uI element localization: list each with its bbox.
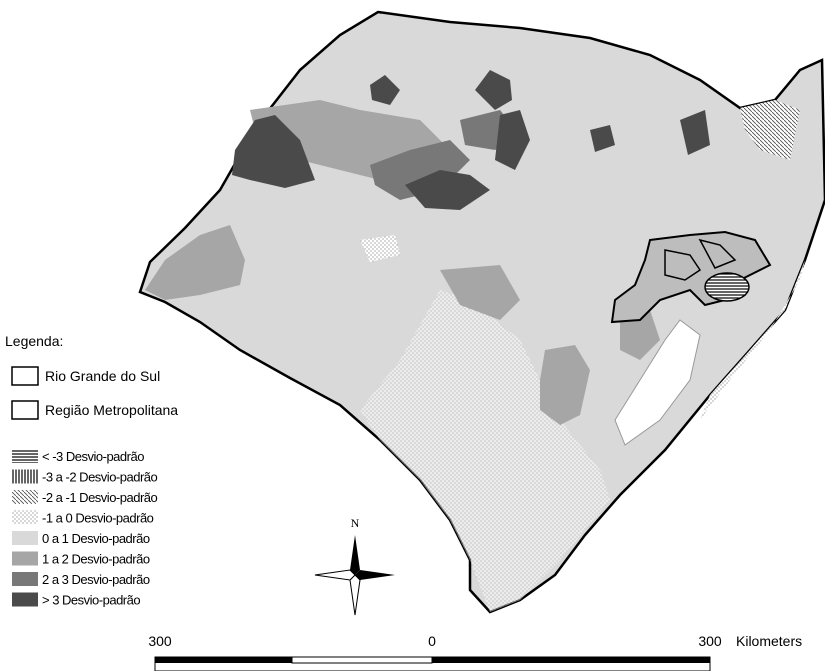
region-3 bbox=[495, 110, 530, 170]
legend-label: 1 a 2 Desvio-padrão bbox=[42, 552, 150, 567]
coast-dotted bbox=[700, 260, 805, 420]
legend-swatch bbox=[11, 400, 39, 420]
legend-swatch bbox=[12, 449, 38, 463]
legend-label: -3 a -2 Desvio-padrão bbox=[42, 470, 157, 485]
region-1-2 bbox=[540, 345, 590, 425]
legend-swatch bbox=[12, 531, 38, 545]
legend-label: 0 a 1 Desvio-padrão bbox=[42, 531, 150, 546]
legend-swatch bbox=[12, 510, 38, 525]
scale-bar: 300 0 300 Kilometers bbox=[148, 633, 802, 671]
region-3 bbox=[680, 110, 710, 155]
scale-segment bbox=[291, 656, 433, 664]
region-3 bbox=[475, 70, 512, 110]
legend-label: -2 a -1 Desvio-padrão bbox=[42, 490, 157, 505]
compass-point bbox=[349, 574, 361, 616]
legend-swatch bbox=[12, 490, 38, 504]
region-dot bbox=[360, 235, 400, 262]
legend: Legenda: Rio Grande do Sul Região Metrop… bbox=[5, 333, 178, 608]
compass-point bbox=[350, 535, 360, 575]
region-lt-3 bbox=[704, 272, 750, 302]
legend-swatch bbox=[12, 572, 38, 586]
region-3 bbox=[370, 75, 400, 105]
legend-label: Região Metropolitana bbox=[45, 402, 178, 418]
scale-unit: Kilometers bbox=[736, 633, 802, 649]
legend-swatch bbox=[11, 366, 39, 386]
lagoon bbox=[614, 319, 701, 446]
region-1-2 bbox=[620, 310, 660, 360]
scale-label: 300 bbox=[698, 633, 722, 649]
legend-title: Legenda: bbox=[5, 333, 63, 349]
state bbox=[138, 10, 825, 614]
legend-label: -1 a 0 Desvio-padrão bbox=[42, 511, 154, 526]
scale-label: 0 bbox=[428, 633, 436, 649]
compass: N bbox=[314, 516, 395, 616]
legend-swatch bbox=[12, 592, 38, 607]
region-diag bbox=[740, 100, 800, 160]
legend-label: 2 a 3 Desvio-padrão bbox=[42, 572, 150, 587]
compass-label: N bbox=[351, 516, 360, 530]
region-3 bbox=[590, 125, 615, 152]
region-3 bbox=[405, 170, 490, 210]
legend-swatch bbox=[12, 551, 38, 566]
region-1-2 bbox=[440, 265, 520, 320]
region-3 bbox=[232, 115, 315, 188]
scale-label: 300 bbox=[148, 633, 172, 649]
compass-point bbox=[355, 570, 395, 580]
legend-swatch bbox=[12, 469, 38, 484]
compass-point bbox=[314, 569, 356, 581]
legend-label: Rio Grande do Sul bbox=[45, 368, 160, 384]
metro-inner bbox=[664, 238, 737, 281]
dotted-zone bbox=[360, 290, 610, 612]
legend-label: < -3 Desvio-padrão bbox=[42, 449, 144, 464]
region-1-2 bbox=[145, 225, 245, 300]
legend-label: > 3 Desvio-padrão bbox=[42, 593, 140, 608]
